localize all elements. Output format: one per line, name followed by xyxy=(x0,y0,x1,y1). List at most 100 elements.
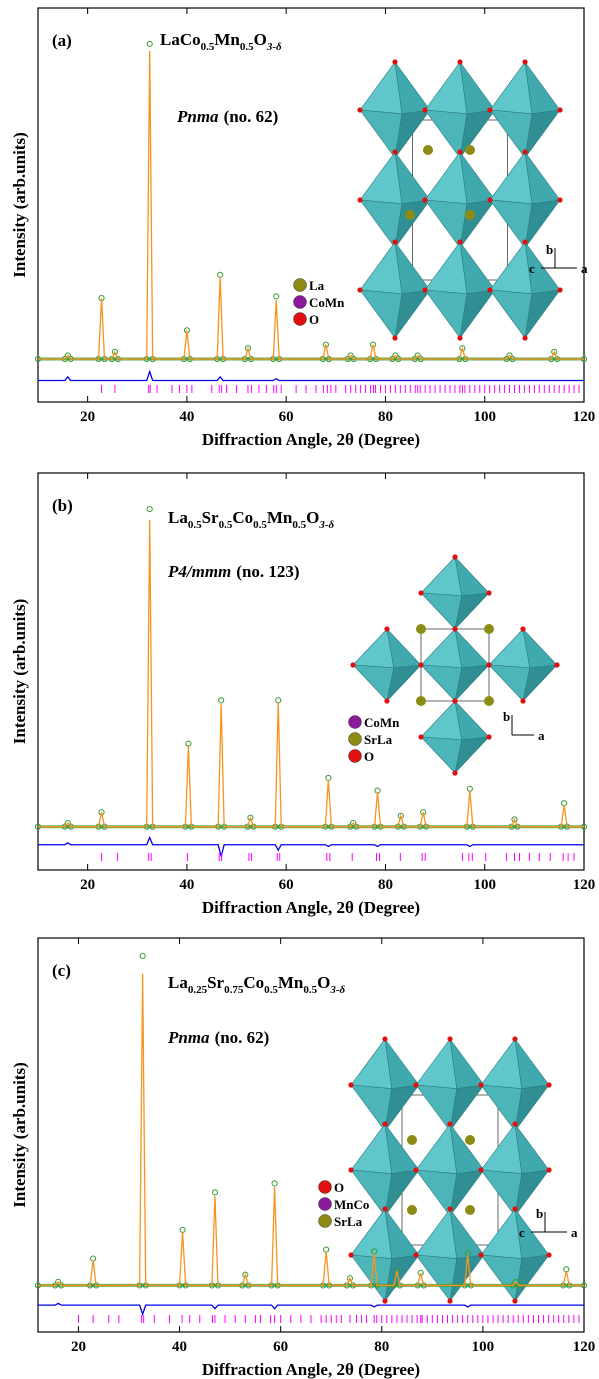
x-axis-label: Diffraction Angle, 2θ (Degree) xyxy=(202,1360,420,1379)
octahedron-face xyxy=(421,557,462,596)
formula-part: Co xyxy=(232,508,253,527)
formula-part: O xyxy=(254,30,267,49)
space-group: Pnma (no. 62) xyxy=(176,107,278,126)
cation-atom xyxy=(407,1205,417,1215)
cation-atom xyxy=(465,1205,475,1215)
formula-part: 0.5 xyxy=(292,519,306,531)
oxygen-atom xyxy=(384,698,389,703)
cation-atom xyxy=(423,145,433,155)
x-tick-label: 120 xyxy=(573,1339,596,1355)
oxygen-atom xyxy=(422,287,427,292)
octahedron-face xyxy=(481,1124,522,1174)
cation-atom xyxy=(405,210,415,220)
space-group-number: (no. 62) xyxy=(224,107,279,126)
octahedron-face xyxy=(360,242,402,294)
oxygen-atom xyxy=(512,1121,517,1126)
octahedron-face xyxy=(421,593,462,629)
oxygen-atom xyxy=(486,590,491,595)
x-tick-label: 20 xyxy=(71,1339,86,1355)
octahedron-face xyxy=(351,1039,392,1089)
oxygen-atom xyxy=(522,59,527,64)
oxygen-atom xyxy=(522,239,527,244)
formula: LaCo0.5Mn0.5O3-δ xyxy=(160,30,282,53)
formula-part: Co xyxy=(243,973,264,992)
formula-part: 0.5 xyxy=(264,984,278,996)
cation-atom xyxy=(416,624,426,634)
oxygen-atom xyxy=(557,287,562,292)
space-group-number: (no. 62) xyxy=(215,1028,270,1047)
oxygen-atom xyxy=(478,1167,483,1172)
cation-atom xyxy=(416,696,426,706)
crystal-axis-label: b xyxy=(536,1206,543,1221)
legend-atom xyxy=(349,733,362,746)
crystal-axis-label: a xyxy=(571,1225,578,1240)
x-axis-label: Diffraction Angle, 2θ (Degree) xyxy=(202,430,420,449)
oxygen-atom xyxy=(512,1036,517,1041)
oxygen-atom xyxy=(357,107,362,112)
octahedron-face xyxy=(353,665,394,701)
oxygen-atom xyxy=(422,197,427,202)
octahedron-face xyxy=(489,665,530,701)
octahedron-face xyxy=(416,1209,457,1259)
x-tick-label: 80 xyxy=(374,1339,389,1355)
octahedron-face xyxy=(481,1255,522,1301)
formula-part: 3-δ xyxy=(266,41,282,53)
space-group-symbol: Pnma xyxy=(167,1028,210,1047)
legend-atom xyxy=(319,1198,332,1211)
oxygen-atom xyxy=(418,662,423,667)
legend-atom xyxy=(319,1181,332,1194)
crystal-axis-label: a xyxy=(581,261,588,276)
oxygen-atom xyxy=(487,197,492,202)
octahedron-face xyxy=(416,1124,457,1174)
formula-part: 0.5 xyxy=(240,41,254,53)
octahedron-face xyxy=(425,290,467,338)
cation-atom xyxy=(465,145,475,155)
panel-label: (c) xyxy=(52,961,71,980)
oxygen-atom xyxy=(546,1167,551,1172)
space-group-symbol: P4/mmm xyxy=(167,562,231,581)
formula-part: 0.5 xyxy=(188,519,202,531)
difference-line xyxy=(38,1303,584,1314)
formula-part: 0.5 xyxy=(303,984,317,996)
crystal-axis-label: b xyxy=(503,709,510,724)
oxygen-atom xyxy=(522,149,527,154)
octahedron-face xyxy=(490,290,532,338)
oxygen-atom xyxy=(452,554,457,559)
x-tick-label: 80 xyxy=(378,409,393,425)
formula-part: La xyxy=(168,508,188,527)
octahedron-face xyxy=(490,242,532,294)
octahedron-face xyxy=(425,242,467,294)
legend-label: CoMn xyxy=(309,295,345,310)
x-tick-label: 100 xyxy=(473,409,496,425)
oxygen-atom xyxy=(457,59,462,64)
oxygen-atom xyxy=(554,662,559,667)
legend-label: O xyxy=(309,312,319,327)
legend-label: SrLa xyxy=(334,1214,363,1229)
x-tick-label: 60 xyxy=(279,409,294,425)
formula-part: 0.5 xyxy=(253,519,267,531)
formula-part: Mn xyxy=(278,973,304,992)
crystal-axis-label: a xyxy=(538,728,545,743)
space-group-symbol: Pnma xyxy=(176,107,219,126)
oxygen-atom xyxy=(382,1121,387,1126)
octahedron-face xyxy=(360,152,402,204)
octahedron-face xyxy=(425,152,467,204)
x-tick-label: 100 xyxy=(472,1339,495,1355)
x-tick-label: 60 xyxy=(273,1339,288,1355)
oxygen-atom xyxy=(392,59,397,64)
oxygen-atom xyxy=(382,1298,387,1303)
oxygen-atom xyxy=(447,1298,452,1303)
x-tick-label: 60 xyxy=(279,877,294,893)
legend-atom xyxy=(349,750,362,763)
difference-line xyxy=(38,838,584,857)
oxygen-atom xyxy=(486,662,491,667)
oxygen-atom xyxy=(447,1121,452,1126)
octahedron-face xyxy=(421,701,462,740)
oxygen-atom xyxy=(457,239,462,244)
cation-atom xyxy=(484,696,494,706)
y-axis-label: Intensity (arb.units) xyxy=(10,132,29,277)
panel-label: (a) xyxy=(52,31,72,50)
oxygen-atom xyxy=(392,335,397,340)
legend-label: La xyxy=(309,278,325,293)
observed-point xyxy=(147,506,152,511)
